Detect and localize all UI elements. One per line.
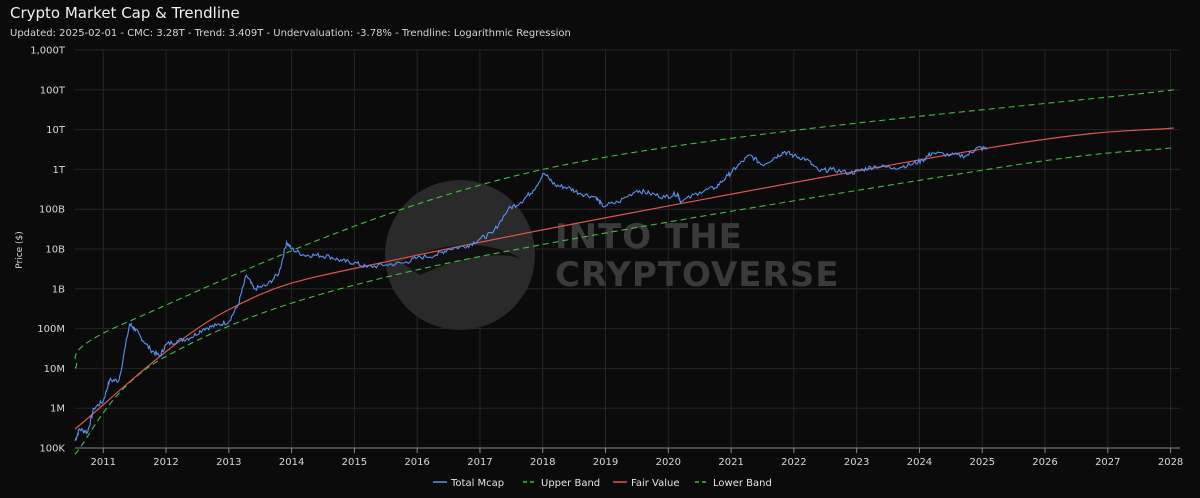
y-tick-label: 10M (44, 364, 65, 375)
x-tick-label: 2020 (656, 457, 681, 468)
y-tick-label: 1M (50, 404, 65, 415)
legend: Total Mcap Upper Band Fair Value Lower Band (433, 478, 772, 489)
x-tick-label: 2015 (342, 457, 367, 468)
x-tick-label: 2027 (1095, 457, 1120, 468)
legend-item-label: Total Mcap (450, 478, 504, 489)
legend-item-label: Lower Band (713, 478, 772, 489)
upper-band-line (74, 89, 1174, 369)
y-tick-label: 100B (39, 205, 65, 216)
y-tick-label: 10B (45, 245, 65, 256)
x-tick-label: 2021 (718, 457, 743, 468)
total-mcap-line (74, 145, 988, 442)
watermark: INTO THE CRYPTOVERSE (385, 180, 839, 330)
fair-value-line (74, 127, 1174, 430)
x-tick-label: 2019 (593, 457, 618, 468)
x-axis-ticks: 2011 2012 2013 2014 2015 2016 2017 2018 2019 2020… (75, 447, 1183, 468)
y-tick-label: 1T (53, 165, 66, 176)
legend-item-label: Fair Value (631, 478, 680, 489)
x-tick-label: 2026 (1032, 457, 1057, 468)
x-tick-label: 2028 (1158, 457, 1183, 468)
x-tick-label: 2018 (530, 457, 555, 468)
y-tick-label: 1,000T (30, 46, 66, 57)
x-tick-label: 2023 (844, 457, 869, 468)
x-tick-label: 2014 (279, 457, 304, 468)
x-tick-label: 2012 (153, 457, 178, 468)
legend-item-label: Upper Band (541, 478, 600, 489)
series-lines (74, 89, 1174, 455)
chart-subtitle: Updated: 2025-02-01 - CMC: 3.28T - Trend… (10, 28, 571, 39)
x-tick-label: 2024 (907, 457, 932, 468)
y-axis-label: Price ($) (15, 231, 25, 269)
y-tick-label: 100M (37, 324, 65, 335)
x-tick-label: 2016 (404, 457, 429, 468)
y-axis-ticks: 100K 1M 10M 100M 1B 10B 100B 1T 10T 100T 1,000T (30, 46, 66, 455)
x-tick-label: 2011 (91, 457, 116, 468)
y-tick-label: 1B (52, 284, 65, 295)
watermark-line2: CRYPTOVERSE (555, 255, 839, 295)
y-tick-label: 100K (39, 444, 65, 455)
x-tick-label: 2022 (781, 457, 806, 468)
y-tick-label: 10T (46, 125, 66, 136)
x-tick-label: 2025 (970, 457, 995, 468)
x-tick-label: 2013 (216, 457, 241, 468)
lower-band-line (74, 147, 1174, 455)
x-tick-label: 2017 (467, 457, 492, 468)
chart-title: Crypto Market Cap & Trendline (10, 4, 240, 22)
y-tick-label: 100T (40, 85, 66, 96)
grid-lines (75, 49, 1180, 449)
